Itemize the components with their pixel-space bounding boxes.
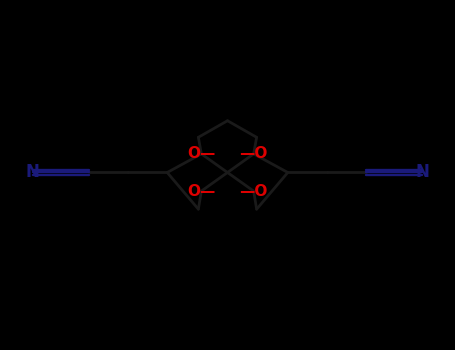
Text: —O: —O (239, 146, 268, 161)
Text: O—: O— (187, 146, 216, 161)
Text: —O: —O (239, 184, 268, 198)
Text: N: N (25, 163, 40, 182)
Text: N: N (415, 163, 430, 182)
Text: O—: O— (187, 184, 216, 198)
